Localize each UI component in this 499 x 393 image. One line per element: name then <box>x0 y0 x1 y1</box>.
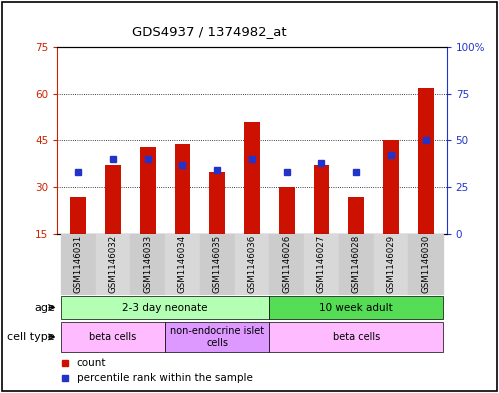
Bar <box>140 147 156 234</box>
Bar <box>105 165 121 234</box>
Bar <box>165 234 200 295</box>
Text: beta cells: beta cells <box>89 332 137 342</box>
Text: GSM1146036: GSM1146036 <box>248 235 256 294</box>
Text: GSM1146032: GSM1146032 <box>108 235 117 294</box>
Bar <box>314 165 329 234</box>
Bar <box>61 234 96 295</box>
Text: GSM1146029: GSM1146029 <box>387 235 396 293</box>
Bar <box>339 234 374 295</box>
Bar <box>61 322 165 352</box>
Bar <box>279 187 294 234</box>
Bar <box>165 322 269 352</box>
Text: GSM1146030: GSM1146030 <box>421 235 430 294</box>
Text: GSM1146035: GSM1146035 <box>213 235 222 294</box>
Text: percentile rank within the sample: percentile rank within the sample <box>77 373 252 383</box>
Bar <box>130 234 165 295</box>
Bar <box>175 143 190 234</box>
Text: GSM1146033: GSM1146033 <box>143 235 152 294</box>
Text: GSM1146027: GSM1146027 <box>317 235 326 294</box>
Bar <box>408 234 443 295</box>
Bar <box>235 234 269 295</box>
Bar <box>383 140 399 234</box>
Text: 2-3 day neonate: 2-3 day neonate <box>122 303 208 312</box>
Bar <box>96 234 130 295</box>
Bar <box>210 172 225 234</box>
Bar <box>61 296 269 319</box>
Text: GSM1146031: GSM1146031 <box>74 235 83 294</box>
Text: GDS4937 / 1374982_at: GDS4937 / 1374982_at <box>132 26 287 39</box>
Text: non-endocrine islet
cells: non-endocrine islet cells <box>170 326 264 348</box>
Text: GSM1146034: GSM1146034 <box>178 235 187 294</box>
Text: GSM1146026: GSM1146026 <box>282 235 291 294</box>
Bar <box>70 196 86 234</box>
Bar <box>269 234 304 295</box>
Bar <box>304 234 339 295</box>
Text: count: count <box>77 358 106 368</box>
Text: beta cells: beta cells <box>333 332 380 342</box>
Bar <box>374 234 408 295</box>
Bar <box>244 122 260 234</box>
Bar <box>418 88 434 234</box>
Bar <box>269 322 443 352</box>
Text: age: age <box>34 303 55 312</box>
Text: 10 week adult: 10 week adult <box>319 303 393 312</box>
Bar <box>348 196 364 234</box>
Text: cell type: cell type <box>7 332 55 342</box>
Bar <box>269 296 443 319</box>
Bar <box>200 234 235 295</box>
Text: GSM1146028: GSM1146028 <box>352 235 361 294</box>
